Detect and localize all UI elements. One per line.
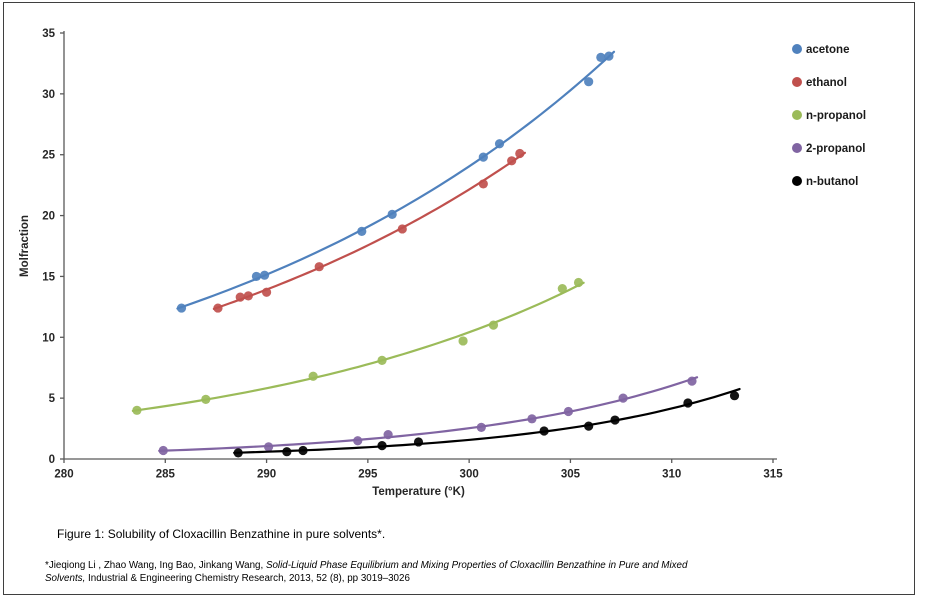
data-point-acetone [604,51,614,61]
footnote-title-italic-cont: Solvents, [45,573,86,584]
data-point-n-butanol [610,415,620,425]
data-point-n-propanol [557,284,567,294]
data-point-ethanol [478,179,488,189]
data-point-2-propanol [476,422,486,432]
legend-item-n-propanol: n-propanol [792,110,866,122]
legend-marker-ethanol [792,77,802,87]
data-point-n-butanol [683,398,693,408]
legend-label-2-propanol: 2-propanol [806,143,865,155]
legend-item-2-propanol: 2-propanol [792,143,865,155]
data-point-n-butanol [282,447,292,457]
data-point-2-propanol [527,414,537,424]
x-tick-label: 305 [561,469,581,481]
legend-item-ethanol: ethanol [792,77,847,89]
data-point-acetone [251,271,262,282]
data-point-2-propanol [383,430,393,440]
data-point-acetone [494,139,505,149]
data-point-n-propanol [573,277,584,288]
data-point-n-propanol [201,394,211,404]
x-tick-label: 280 [54,469,73,481]
data-point-acetone [357,226,367,236]
x-tick-label: 295 [358,469,378,481]
y-tick-label: 0 [49,454,55,466]
figure-border [3,2,915,595]
x-tick-label: 315 [763,469,783,481]
data-point-acetone [584,77,594,87]
y-tick-label: 5 [49,393,56,405]
solubility-chart: 280 285 290 295 300 305 310 315 0 5 10 15 20 25 30 35 Te… [19,28,866,498]
x-tick-label: 285 [156,469,176,481]
data-point-2-propanol [353,436,363,446]
trendline-n-propanol [131,281,585,412]
data-point-n-butanol [584,421,594,431]
data-point-2-propanol [264,442,274,452]
trendline-2-propanol [158,376,699,452]
trendline-ethanol [212,151,526,310]
data-point-n-propanol [377,355,387,366]
data-point-n-butanol [413,437,424,447]
legend-marker-n-propanol [792,110,802,120]
trendline-acetone [176,50,616,310]
data-point-acetone [596,52,606,62]
data-point-ethanol [261,287,272,297]
legend-marker-acetone [792,44,802,54]
data-point-ethanol [515,148,525,159]
x-tick-label: 290 [257,469,276,481]
footnote-journal: Industrial & Engineering Chemistry Resea… [85,573,410,584]
legend-label-acetone: acetone [806,44,849,56]
y-tick-label: 20 [42,211,55,223]
data-point-ethanol [314,262,324,272]
data-point-n-butanol [298,445,308,456]
data-point-ethanol [235,292,245,302]
data-point-2-propanol [687,376,697,386]
data-point-2-propanol [618,393,628,403]
legend-marker-n-butanol [792,176,802,186]
data-point-n-butanol [539,426,549,436]
data-point-n-butanol [233,448,243,458]
data-point-n-propanol [132,405,142,415]
x-tick-label: 310 [662,469,681,481]
y-tick-label: 35 [42,28,55,40]
data-point-acetone [176,303,187,313]
y-tick-label: 25 [42,150,55,162]
legend-item-acetone: acetone [792,44,849,56]
x-axis-title: Temperature (°K) [372,486,465,498]
data-point-ethanol [213,303,223,313]
trendline-n-butanol [233,387,741,454]
x-tick-label: 300 [460,469,479,481]
y-tick-label: 30 [42,89,55,101]
y-tick-label: 10 [42,332,55,344]
data-point-n-propanol [308,371,318,381]
legend-item-n-butanol: n-butanol [792,176,858,188]
legend-label-ethanol: ethanol [806,77,847,89]
y-axis-title: Molfraction [19,215,31,277]
data-point-acetone [478,152,488,162]
data-point-acetone [259,270,270,280]
data-point-n-butanol [377,441,387,451]
data-point-n-butanol [729,391,740,401]
legend-marker-2-propanol [792,143,802,153]
data-point-ethanol [507,156,517,166]
figure-footnote: *Jieqiong Li , Zhao Wang, Ing Bao, Jinka… [45,559,687,585]
data-point-2-propanol [563,406,574,417]
figure-caption: Figure 1: Solubility of Cloxacillin Benz… [57,527,386,541]
legend-label-n-butanol: n-butanol [806,176,858,188]
data-point-acetone [387,209,397,219]
footnote-authors: *Jieqiong Li , Zhao Wang, Ing Bao, Jinka… [45,560,266,571]
data-point-ethanol [243,291,253,301]
footnote-title-italic: Solid-Liquid Phase Equilibrium and Mixin… [265,560,688,571]
data-point-ethanol [397,224,407,234]
data-point-n-propanol [458,336,468,346]
data-point-2-propanol [158,445,168,456]
legend-label-n-propanol: n-propanol [806,110,866,122]
y-tick-label: 15 [42,271,55,283]
data-point-n-propanol [488,320,499,330]
